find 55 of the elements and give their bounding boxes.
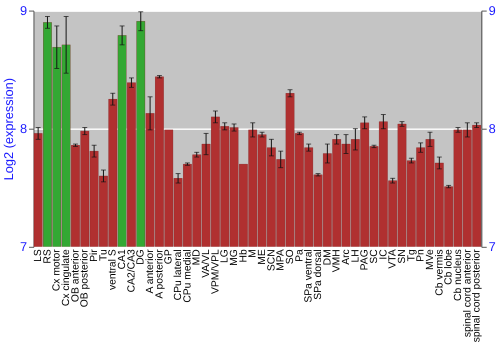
x-tick-label: Cb nucleus <box>452 249 464 301</box>
x-tick-label: CPu lateral <box>173 249 184 300</box>
x-tick-label: MPA <box>276 249 287 271</box>
x-tick-label: Tu <box>98 249 110 261</box>
x-tick-label: RS <box>42 249 54 264</box>
x-tick-label: VTA <box>388 249 399 269</box>
x-tick-label: OB anterior <box>70 248 82 302</box>
x-tick-label: spinal cord posterior <box>472 248 483 342</box>
x-tick-label: MD <box>192 249 203 266</box>
x-tick-label: CPu medial <box>182 249 194 303</box>
x-tick-label: GP <box>164 249 175 264</box>
x-tick-label: LS <box>33 249 44 262</box>
y-tick-label: 7 <box>20 239 28 254</box>
x-tick-label: LG <box>220 249 231 264</box>
y-tick-label: 9 <box>20 3 28 18</box>
x-tick-label: SCN <box>266 249 278 272</box>
x-tick-label: VMH <box>332 249 343 272</box>
x-tick-label: Pa <box>294 249 306 262</box>
x-tick-label: ME <box>257 249 268 265</box>
x-tick-label: VPM/VPL <box>210 249 222 294</box>
x-tick-label: Cb vermis <box>434 249 446 296</box>
y-tick-label: 8 <box>20 121 28 136</box>
x-tick-label: Cb lobe <box>444 249 455 285</box>
x-tick-label: M <box>248 249 259 258</box>
x-tick-label: MG <box>229 249 240 266</box>
x-tick-label: SPa dorsal <box>312 249 324 300</box>
x-tick-label: MVe <box>424 249 436 270</box>
x-tick-label: IC <box>378 248 390 260</box>
x-tick-label: Pn <box>416 249 427 262</box>
y2-tick-label: 9 <box>488 3 496 18</box>
y-axis-title: Log2 (expression) <box>1 78 16 180</box>
x-tick-label: Pir <box>89 248 100 262</box>
x-tick-label: spinal cord anterior <box>462 248 474 338</box>
x-tick-label: Cx cingulate <box>61 249 72 306</box>
x-tick-label: DM <box>322 249 334 266</box>
x-tick-label: A posterior <box>154 248 166 299</box>
x-tick-label: DG <box>136 249 147 265</box>
y2-tick-label: 7 <box>488 239 496 254</box>
x-tick-label: Tg <box>406 249 418 262</box>
x-tick-label: CA2/CA3 <box>126 249 138 292</box>
x-tick-label: ventral S <box>108 249 119 290</box>
x-tick-label: VA/VL <box>201 249 212 278</box>
x-tick-label: CA1 <box>117 249 128 270</box>
x-tick-label: SO <box>284 249 296 264</box>
x-tick-label: A anterior <box>145 248 156 294</box>
y2-tick-label: 8 <box>488 121 496 136</box>
x-tick-label: LH <box>350 249 362 262</box>
x-tick-label: PAG <box>360 249 371 270</box>
x-tick-label: OB posterior <box>80 248 91 308</box>
x-tick-label: SC <box>368 248 380 264</box>
x-tick-label: Arc <box>340 249 352 265</box>
x-tick-label: SPa ventral <box>304 249 315 303</box>
x-tick-label: Hb <box>238 249 250 262</box>
x-tick-label: Cx motor <box>52 248 63 292</box>
x-tick-label: SN <box>396 249 408 264</box>
